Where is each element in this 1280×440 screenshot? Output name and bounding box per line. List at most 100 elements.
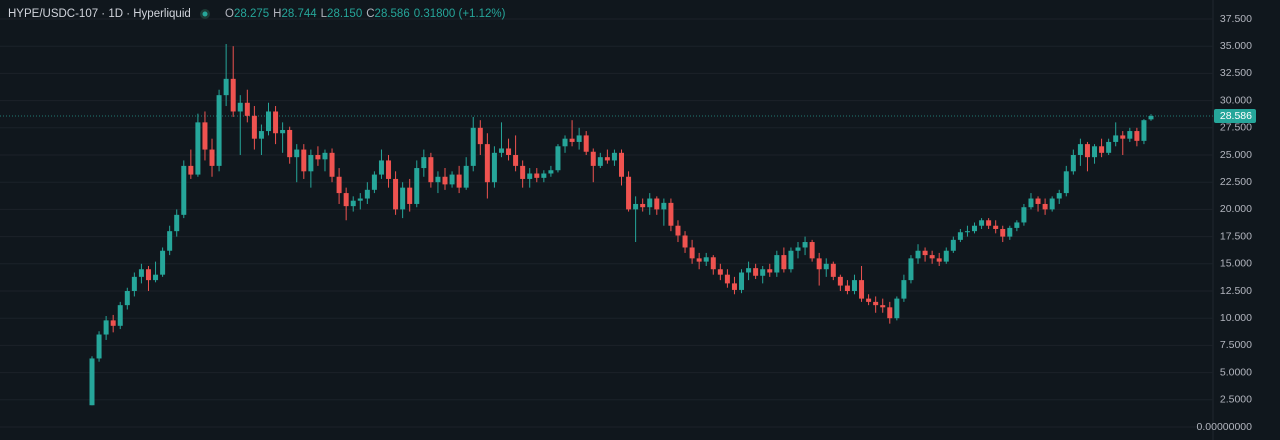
candle-body [280,129,286,134]
candle-body [449,174,455,185]
candle-body [908,258,914,281]
candle-body [1120,135,1126,139]
candle-body [209,149,215,166]
candle-body [308,155,314,172]
candle-body [498,148,504,153]
legend-value: 28.744 [281,8,317,20]
legend-value: 28.275 [234,8,269,20]
candle-body [216,95,222,166]
candle-body [717,269,723,275]
candle-body [400,187,406,210]
candle-body [421,157,427,169]
candle-body [96,334,102,359]
candle-body [739,272,745,290]
candle-body [456,174,462,188]
legend-value: 28.586 [375,8,410,20]
candle-body [287,129,293,158]
legend-key: C [366,8,374,20]
candle-body [491,152,497,183]
candle-body [251,115,257,139]
candle-body [668,202,674,226]
candle-body [562,138,568,147]
candle-body [753,268,759,276]
candle-body [484,144,490,183]
candle-body [1141,120,1147,141]
candle-body [972,225,977,232]
candle-body [1042,203,1048,210]
candle-body [357,198,363,201]
candle-body [89,358,95,406]
candle-body [322,152,328,160]
candle-body [1148,115,1154,120]
candle-body [258,131,264,139]
candle-body [181,165,187,215]
candle-body [364,189,370,199]
candle-body [590,151,596,166]
candle-body [724,274,730,284]
candle-body [195,122,201,175]
candle-body [1077,144,1083,155]
candle-body [174,214,180,232]
candle-body [654,198,660,210]
y-tick-label: 2.5000 [1220,394,1252,406]
candle-body [823,263,829,270]
candle-body [731,283,737,290]
y-tick-label: 22.500 [1220,176,1252,188]
header: HYPE/USDC-107 · 1D · Hyperliquid O 28.275… [8,8,506,20]
candle-body [343,193,349,207]
candle-body [407,187,413,204]
candle-body [527,173,533,179]
candle-body [915,250,921,259]
candle-body [1106,141,1112,153]
candle-body [371,174,377,190]
candle-body [689,247,695,259]
candle-body [393,178,399,210]
y-tick-label: 17.500 [1220,230,1252,242]
candle-body [237,102,243,112]
candle-body [647,198,653,208]
candle-body [167,231,173,251]
candle-body [936,258,942,262]
candle-body [1014,222,1020,228]
candle-body [851,280,857,291]
candle-body [1099,146,1105,153]
candle-body [1063,171,1069,194]
candle-body [661,202,667,210]
candle-body [541,173,547,178]
legend-key: H [273,8,281,20]
candle-body [1007,227,1013,237]
candle-body [844,285,850,291]
candle-body [682,235,688,248]
candle-body [428,157,434,183]
candle-body [788,250,794,270]
candle-body [774,255,780,273]
candle-body [386,160,392,179]
candle-body [160,250,166,275]
last-price-label: 28.586 [1220,110,1252,122]
candle-body [611,152,617,161]
candle-body [979,220,985,226]
y-tick-label: 25.000 [1220,149,1252,161]
legend-key: O [225,8,234,20]
candle-body [943,250,949,262]
status-dot [202,11,208,17]
candle-body [950,239,956,251]
y-tick-label: 20.000 [1220,203,1252,215]
candle-body [470,127,476,166]
candle-body [477,127,483,145]
candle-body [703,257,709,262]
candle-body [569,138,575,142]
candle-body [548,170,554,174]
candle-body [781,255,787,270]
candle-body [266,111,271,132]
candle-body [816,258,822,270]
candle-body [350,200,356,207]
candle-body [414,168,420,204]
y-tick-label: 32.500 [1220,67,1252,79]
candle-body [873,301,879,306]
candle-body [1134,131,1140,141]
candle-body [993,225,999,229]
candle-body [837,276,843,286]
candle-body [1127,131,1133,139]
candle-body [534,173,540,178]
